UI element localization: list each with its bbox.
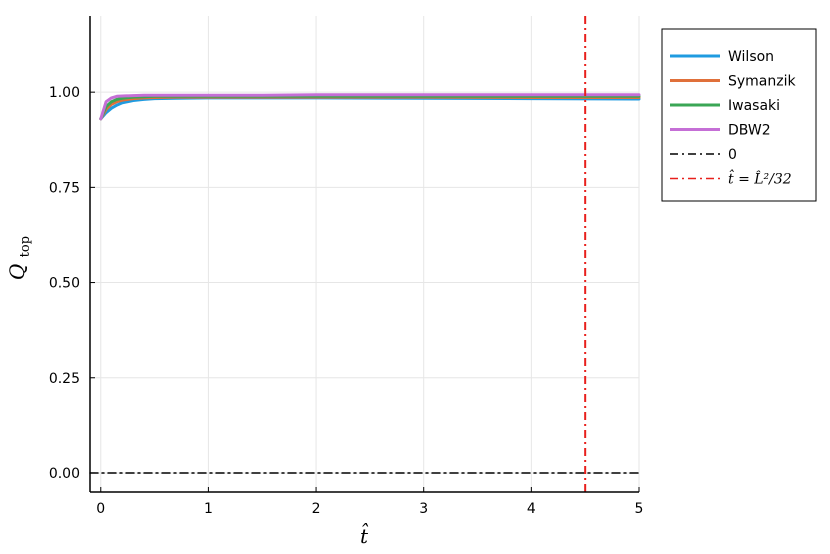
legend-label: DBW2 xyxy=(728,123,771,139)
x-tick-label: 4 xyxy=(527,501,536,517)
y-axis-title: Q top xyxy=(5,236,33,280)
legend-label: 0 xyxy=(728,147,737,163)
grid xyxy=(90,16,640,492)
y-tick-label: 0.50 xyxy=(49,276,80,292)
legend-label: Wilson xyxy=(728,49,774,65)
y-tick-label: 0.75 xyxy=(49,180,80,196)
legend-label: t̂ = L̂²/32 xyxy=(728,168,792,187)
y-tick-label: 0.25 xyxy=(49,371,80,387)
series-layer xyxy=(89,16,641,492)
legend-box xyxy=(661,28,817,202)
y-axis-title-sub: top xyxy=(18,236,33,257)
legend-label: Iwasaki xyxy=(728,98,780,114)
x-tick-label: 2 xyxy=(312,501,321,517)
series-line-symanzik xyxy=(99,95,641,121)
series-line-dbw2 xyxy=(99,93,641,121)
y-tick-label: 1.00 xyxy=(49,85,80,101)
y-tick-label: 0.00 xyxy=(49,466,80,482)
x-tick-label: 0 xyxy=(96,501,105,517)
series-line-wilson xyxy=(99,96,641,121)
y-axis-title-main: Q xyxy=(5,264,29,280)
x-tick-label: 5 xyxy=(635,501,644,517)
axes xyxy=(89,16,640,493)
x-tick-label: 1 xyxy=(204,501,213,517)
legend-label: Symanzik xyxy=(728,74,797,90)
x-axis-title: t̂ xyxy=(360,522,369,548)
tick-labels: 0 1 2 3 4 5 0.00 0.25 0.50 0.75 1.00 xyxy=(49,85,644,517)
x-tick-label: 3 xyxy=(419,501,428,517)
svg-text:Q top: Q top xyxy=(5,236,33,280)
legend: Wilson Symanzik Iwasaki DBW2 0 t̂ = L̂²/32 xyxy=(661,28,817,202)
